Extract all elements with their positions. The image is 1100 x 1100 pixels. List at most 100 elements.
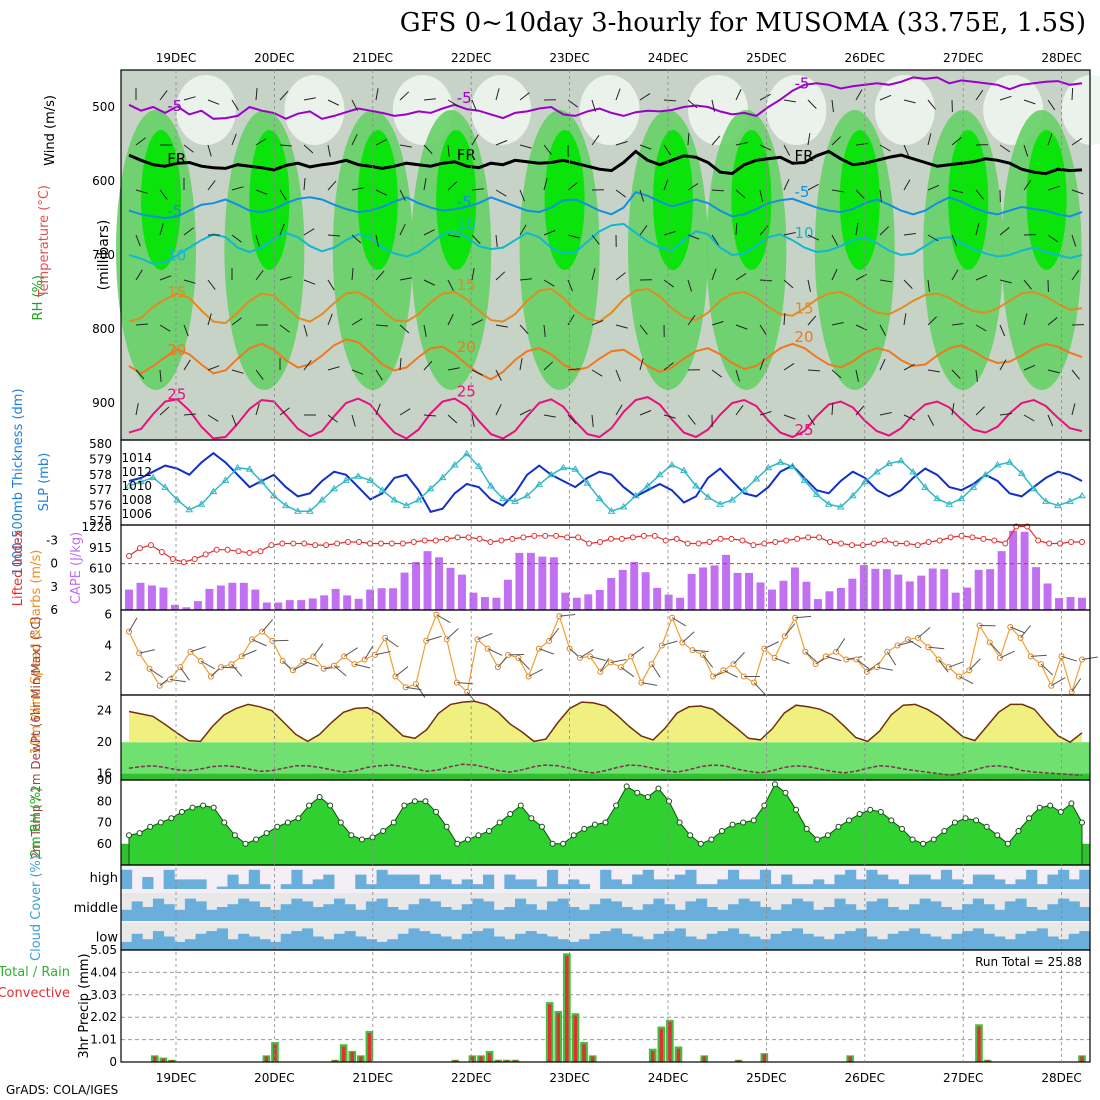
cloud-cover-bar bbox=[802, 884, 814, 889]
wind-barb bbox=[735, 222, 738, 236]
wind-barb bbox=[471, 134, 479, 146]
cloud-cover-bar bbox=[578, 939, 591, 950]
cloud-cover-bar bbox=[802, 901, 814, 921]
wind-barb bbox=[231, 369, 244, 374]
wind-barb bbox=[663, 414, 676, 419]
cloud-cover-bar bbox=[823, 907, 835, 921]
wind-barb bbox=[951, 403, 955, 416]
wind-barb bbox=[807, 234, 820, 241]
slp-marker bbox=[885, 459, 893, 467]
precip-convective-bar bbox=[565, 955, 569, 1062]
wind-barb bbox=[831, 369, 842, 379]
cloud-cover-bar bbox=[238, 898, 250, 921]
wind-barb bbox=[855, 143, 868, 146]
wind-barb bbox=[543, 230, 556, 236]
slp-marker bbox=[450, 461, 459, 468]
cloud-cover-bar bbox=[259, 939, 271, 950]
lifted-index-marker bbox=[586, 540, 593, 547]
lifted-index-marker bbox=[520, 534, 527, 541]
cape-ytick: 305 bbox=[89, 582, 112, 596]
cloud-cover-bar bbox=[696, 939, 708, 950]
lifted-index-marker bbox=[301, 540, 308, 547]
slp-marker bbox=[414, 496, 423, 503]
axis-labels: 19DEC 19DEC 20DEC 20DEC 21DEC 21DEC 22DEC 22DEC… bbox=[0, 51, 1082, 1085]
wind-barb bbox=[591, 268, 596, 281]
day-label-top: 26DEC bbox=[845, 51, 885, 65]
wind-barb-10m bbox=[241, 649, 257, 657]
cloud-cover-bar bbox=[238, 933, 250, 950]
cloud-cover-bar bbox=[578, 884, 591, 889]
cloud-cover-bar bbox=[546, 936, 559, 950]
wind-barb bbox=[231, 317, 242, 326]
cloud-cover-bar bbox=[365, 901, 378, 921]
cape-bar bbox=[216, 585, 225, 610]
cape-bar bbox=[308, 598, 317, 610]
cape-bar bbox=[262, 602, 271, 610]
rh-shade-dry bbox=[874, 75, 935, 145]
wind-barb bbox=[687, 414, 696, 425]
cloud-cover-bar bbox=[121, 909, 133, 921]
lifted-index-marker bbox=[498, 537, 505, 544]
cloud-cover-bar bbox=[312, 907, 324, 921]
rh-marker bbox=[697, 840, 704, 847]
cloud-cover-bar bbox=[951, 879, 963, 889]
wind-ylabel: 10m Wind Speed & Barbs (m/s) bbox=[29, 550, 44, 755]
wind-barb-10m bbox=[1010, 626, 1026, 634]
day-label-bottom: 26DEC bbox=[845, 1071, 885, 1085]
wind-barb bbox=[543, 414, 556, 418]
cloud-layer-label: high bbox=[90, 871, 118, 886]
cloud-cover-bar bbox=[397, 933, 410, 950]
cloud-cover-bar bbox=[994, 909, 1006, 921]
cloud-cover-bar bbox=[1068, 933, 1080, 950]
wind-barb-10m bbox=[518, 657, 530, 670]
slp-marker bbox=[185, 505, 194, 513]
wind-barb bbox=[1071, 87, 1074, 101]
cloud-cover-bar bbox=[546, 901, 559, 921]
lifted-index-marker bbox=[246, 549, 253, 556]
cape-bar bbox=[285, 600, 294, 610]
wind-barb bbox=[951, 234, 958, 247]
slp-marker bbox=[499, 494, 507, 502]
slp-marker bbox=[776, 458, 785, 465]
cape-bar bbox=[802, 581, 811, 610]
cape-bar bbox=[630, 562, 639, 610]
cape-bar bbox=[825, 591, 834, 610]
cloud-cover-bar bbox=[397, 909, 410, 921]
wind-barb bbox=[831, 189, 844, 193]
rh-marker bbox=[666, 798, 673, 805]
wind-barb bbox=[519, 278, 532, 281]
lifted-index-marker bbox=[334, 540, 341, 547]
wind-barb-10m bbox=[303, 660, 319, 667]
slp-marker bbox=[848, 491, 857, 499]
cloud-cover-bar bbox=[355, 874, 367, 889]
wind-barb bbox=[351, 133, 358, 146]
wind-barb bbox=[351, 187, 364, 191]
wind-barb bbox=[783, 232, 796, 236]
cloud-cover-bar bbox=[504, 939, 516, 950]
cloud-cover-bar bbox=[514, 933, 527, 950]
precip-convective-bar bbox=[479, 1056, 483, 1062]
cloud-cover-bar bbox=[174, 941, 186, 950]
cape-bar bbox=[423, 551, 432, 610]
temperature-area bbox=[129, 701, 1082, 743]
wind-barb-10m bbox=[323, 666, 340, 670]
lifted-index-marker bbox=[1046, 540, 1053, 547]
wind-barb bbox=[255, 138, 267, 146]
cloud-cover-bar bbox=[791, 928, 803, 950]
cape-bar bbox=[963, 587, 972, 610]
wind-ytick: 2 bbox=[104, 669, 112, 683]
wind-barb bbox=[999, 359, 1007, 371]
cloud-cover-bar bbox=[919, 933, 931, 950]
isotherm-label: -5 bbox=[167, 202, 182, 220]
lifted-index-marker bbox=[553, 532, 560, 539]
rh-marker bbox=[898, 825, 905, 832]
slp-marker bbox=[583, 479, 592, 486]
wind-barb bbox=[471, 414, 475, 427]
wind-barb bbox=[951, 323, 964, 326]
cloud-cover-bar bbox=[632, 936, 644, 950]
cloud-cover-bar bbox=[685, 869, 697, 889]
wind-barb-10m bbox=[231, 663, 243, 677]
cape-bar bbox=[974, 569, 983, 610]
cape-ylabel: CAPE (J/kg) bbox=[69, 532, 84, 604]
precip-ytick: 3.03 bbox=[90, 988, 117, 1002]
